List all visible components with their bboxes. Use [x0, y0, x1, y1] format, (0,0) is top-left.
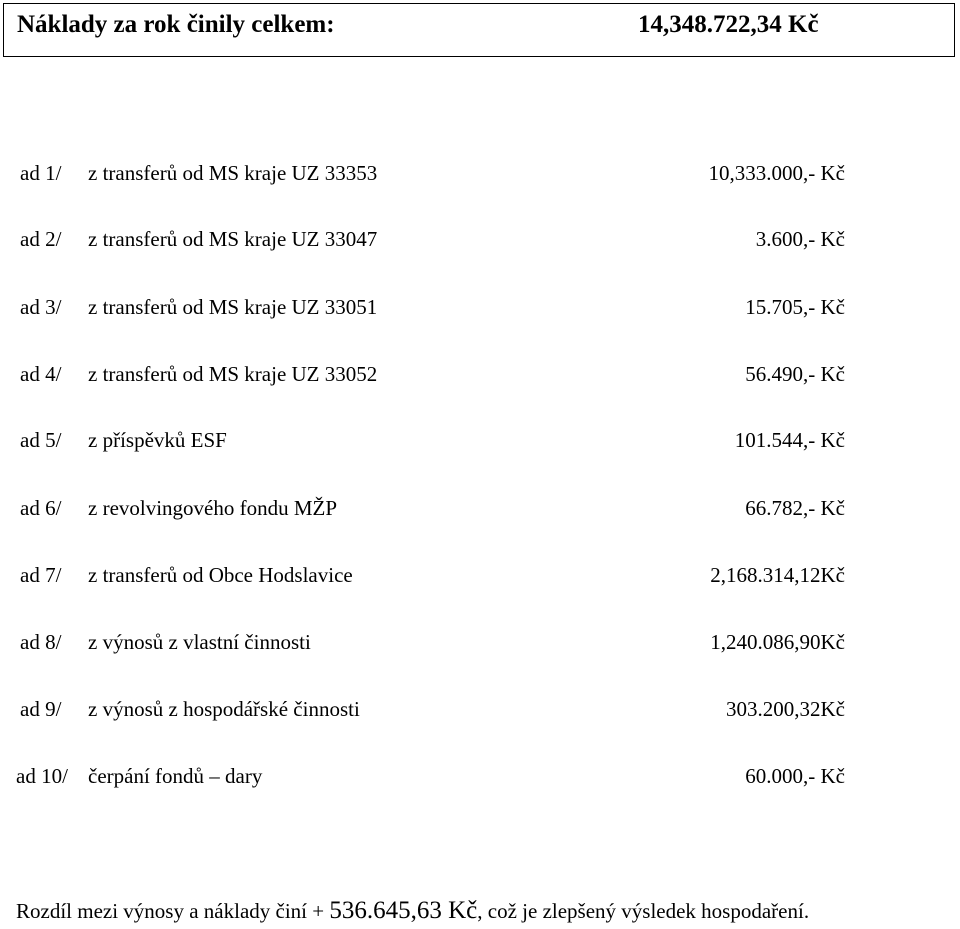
cost-item-row: ad 10/ čerpání fondů – dary 60.000,- Kč [0, 761, 960, 791]
cost-item-description: z výnosů z vlastní činnosti [88, 630, 311, 654]
cost-item-amount: 3.600,- Kč [755, 227, 845, 251]
cost-item-number: ad 4/ [20, 362, 62, 386]
cost-item-row: ad 1/ z transferů od MS kraje UZ 33353 1… [0, 158, 960, 188]
cost-item-amount: 101.544,- Kč [734, 428, 845, 452]
cost-item-row: ad 5/ z příspěvků ESF 101.544,- Kč [0, 425, 960, 455]
cost-item-amount: 1,240.086,90Kč [710, 630, 845, 654]
cost-item-description: z transferů od MS kraje UZ 33052 [88, 362, 378, 386]
cost-item-row: ad 8/ z výnosů z vlastní činnosti 1,240.… [0, 627, 960, 657]
cost-item-description: čerpání fondů – dary [88, 764, 263, 788]
cost-item-number: ad 6/ [20, 496, 62, 520]
total-costs-box [3, 3, 955, 57]
cost-item-row: ad 3/ z transferů od MS kraje UZ 33051 1… [0, 292, 960, 322]
cost-item-row: ad 6/ z revolvingového fondu MŽP 66.782,… [0, 493, 960, 523]
cost-item-row: ad 4/ z transferů od MS kraje UZ 33052 5… [0, 359, 960, 389]
cost-item-row: ad 7/ z transferů od Obce Hodslavice 2,1… [0, 560, 960, 590]
result-summary: Rozdíl mezi výnosy a náklady činí + 536.… [16, 896, 809, 926]
cost-item-amount: 60.000,- Kč [745, 764, 845, 788]
cost-item-description: z revolvingového fondu MŽP [88, 496, 338, 520]
summary-suffix: , což je zlepšený výsledek hospodaření. [477, 899, 810, 923]
cost-item-number: ad 7/ [20, 563, 62, 587]
cost-item-number: ad 10/ [16, 764, 68, 788]
cost-item-number: ad 2/ [20, 227, 62, 251]
cost-item-row: ad 2/ z transferů od MS kraje UZ 33047 3… [0, 224, 960, 254]
cost-item-amount: 10,333.000,- Kč [708, 161, 845, 185]
cost-item-number: ad 3/ [20, 295, 62, 319]
cost-item-row: ad 9/ z výnosů z hospodářské činnosti 30… [0, 694, 960, 724]
cost-item-description: z výnosů z hospodářské činnosti [88, 697, 360, 721]
cost-item-number: ad 1/ [20, 161, 62, 185]
cost-item-number: ad 9/ [20, 697, 62, 721]
cost-item-amount: 15.705,- Kč [745, 295, 845, 319]
cost-item-description: z transferů od MS kraje UZ 33051 [88, 295, 378, 319]
total-costs-label: Náklady za rok činily celkem: [17, 11, 335, 38]
cost-item-amount: 303.200,32Kč [726, 697, 845, 721]
total-costs-value: 14,348.722,34 Kč [638, 11, 819, 38]
cost-item-description: z transferů od Obce Hodslavice [88, 563, 353, 587]
cost-item-amount: 2,168.314,12Kč [710, 563, 845, 587]
cost-item-amount: 66.782,- Kč [745, 496, 845, 520]
summary-prefix: Rozdíl mezi výnosy a náklady činí + [16, 899, 330, 923]
cost-item-description: z transferů od MS kraje UZ 33353 [88, 161, 378, 185]
cost-item-number: ad 5/ [20, 428, 62, 452]
cost-item-amount: 56.490,- Kč [745, 362, 845, 386]
cost-item-description: z příspěvků ESF [88, 428, 227, 452]
cost-item-number: ad 8/ [20, 630, 62, 654]
cost-item-description: z transferů od MS kraje UZ 33047 [88, 227, 378, 251]
summary-amount: 536.645,63 Kč [329, 897, 478, 924]
